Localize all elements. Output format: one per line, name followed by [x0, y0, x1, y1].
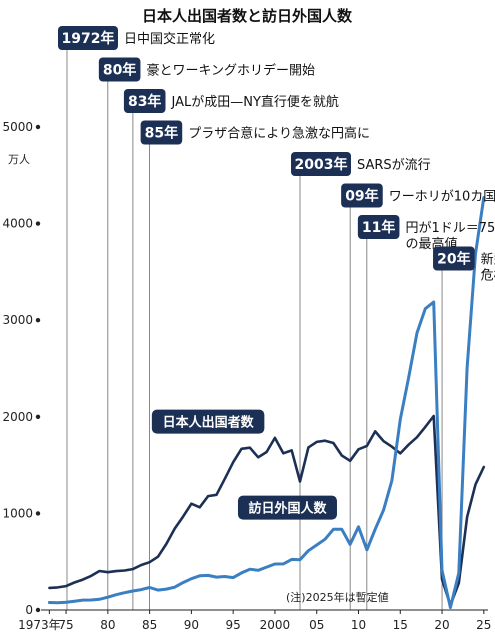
annotation-text: 危機	[481, 269, 495, 284]
annotation-year-box	[123, 89, 166, 113]
x-tick-label: 80	[100, 618, 115, 632]
annotation-text: 円が1ドル＝75円32銭	[405, 221, 495, 236]
annotation-year-box	[357, 215, 400, 239]
annotation-text: ワーホリが10カ国・地域に	[389, 190, 495, 205]
x-tick-label: 25	[476, 618, 491, 632]
series-tag-label: 訪日外国人数	[248, 501, 327, 517]
y-tick-label: 3000	[2, 313, 33, 327]
annotation-year-box	[433, 246, 475, 271]
annotation-year: 20年	[437, 251, 470, 268]
x-tick-label: 05	[309, 618, 324, 632]
y-tick-dot	[35, 607, 41, 613]
y-tick-label: 2000	[2, 410, 33, 424]
x-tick-label: 2000	[260, 618, 291, 632]
series-line-2	[47, 196, 486, 610]
series-layer	[47, 196, 486, 610]
x-tick-label: 1973年	[18, 618, 61, 632]
x-tick-label: 20	[434, 618, 449, 632]
annotation-year: 85年	[145, 125, 178, 142]
y-tick-dot	[35, 318, 41, 323]
y-tick-dot	[35, 511, 41, 516]
annotation-year: 11年	[362, 219, 395, 236]
y-tick-label: 1000	[2, 506, 33, 520]
annotation-year-box	[98, 57, 141, 82]
annotation-year-box	[341, 183, 383, 208]
y-tick-label: 0	[25, 603, 33, 617]
annotation-text: 新型コロナ	[481, 252, 495, 268]
series-line-1	[48, 414, 486, 607]
annotation-year: 1972年	[62, 30, 115, 47]
annotation-callouts: 1972年 日中国交正常化 80年 豪とワーキングホリデー開始 83年 JALが成田—NY…	[58, 26, 495, 284]
annotation-text: 日中国交正常化	[124, 31, 215, 47]
unit-label: 万人	[8, 153, 30, 166]
x-tick-label: 10	[351, 618, 366, 632]
annotation-year: 80年	[103, 62, 136, 79]
chart-note: (注)2025年は暫定値	[286, 590, 389, 604]
annotation-year-box	[58, 26, 118, 50]
x-tick-label: 75	[58, 618, 73, 632]
series-tag	[237, 495, 337, 520]
annotation-year-box	[140, 120, 183, 145]
annotation-text: プラザ合意により急激な円高に	[188, 126, 370, 142]
annotation-year-box	[291, 152, 352, 176]
annotation-text: JALが成田—NY直行便を就航	[171, 94, 339, 110]
annotation-year: 83年	[128, 93, 161, 110]
series-tag	[151, 409, 265, 434]
y-tick-dot	[35, 414, 41, 419]
y-tick-dot	[35, 221, 41, 226]
x-tick-label: 15	[393, 618, 408, 632]
annotation-year: 2003年	[295, 156, 348, 173]
annotation-text: SARSが流行	[357, 158, 431, 173]
annotation-text: 豪とワーキングホリデー開始	[146, 63, 315, 79]
annotation-year: 09年	[345, 188, 378, 205]
series-tag-label: 日本人出国者数	[163, 415, 255, 431]
y-tick-dot	[35, 124, 41, 130]
x-tick-label: 90	[184, 618, 199, 632]
y-tick-label: 4000	[2, 217, 33, 231]
x-tick-label: 85	[142, 618, 157, 632]
chart-title: 日本人出国者数と訪日外国人数	[142, 7, 353, 25]
x-tick-label: 95	[226, 618, 241, 632]
annotation-leaders	[66, 50, 443, 610]
y-tick-label: 5000	[2, 120, 33, 134]
